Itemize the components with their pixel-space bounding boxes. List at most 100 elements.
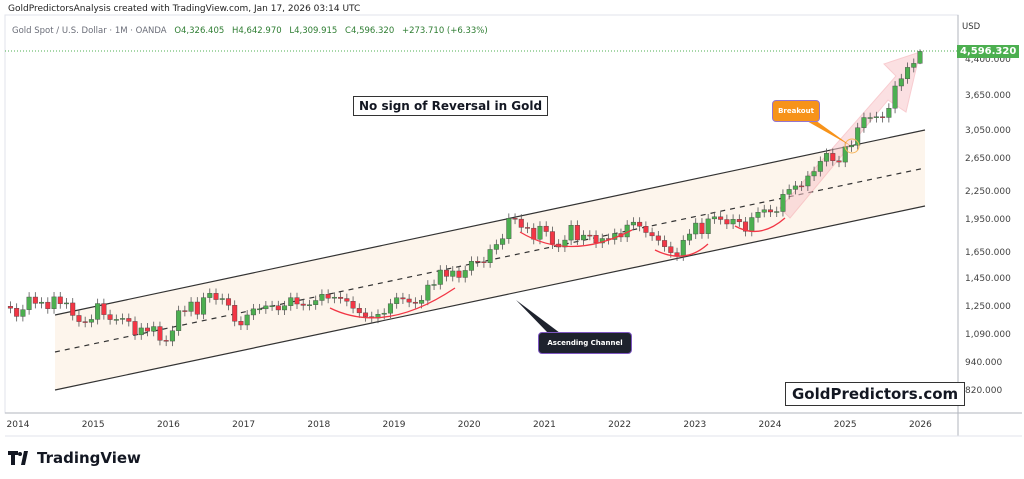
candle: [855, 122, 861, 151]
candle-body: [674, 252, 680, 257]
candle: [817, 156, 823, 177]
candle: [120, 313, 126, 325]
candle-body: [587, 234, 593, 237]
ohlc-change: +273.710 (+6.33%): [401, 26, 488, 36]
candle-body: [45, 301, 51, 309]
candle-body: [176, 310, 182, 331]
currency-label[interactable]: USD: [962, 22, 981, 32]
rounding-bottom-arcs: [329, 217, 786, 319]
candle-body: [232, 305, 238, 322]
candle: [892, 81, 898, 114]
symbol-name: Gold Spot / U.S. Dollar · 1M · OANDA: [12, 26, 167, 36]
candle: [468, 256, 474, 276]
channel-upper-line[interactable]: [54, 129, 926, 316]
price-tick-label: 1,650.000: [965, 248, 1011, 258]
candle: [767, 204, 773, 218]
candle: [780, 189, 786, 217]
candle-body: [194, 301, 200, 315]
price-tick-label: 2,650.000: [965, 154, 1011, 164]
candle: [387, 298, 393, 319]
candle-body: [749, 217, 755, 232]
candle-body: [39, 301, 45, 304]
candle-body: [250, 308, 256, 316]
candle: [574, 220, 580, 245]
candle-body: [743, 221, 749, 232]
candle-body: [169, 330, 175, 342]
candle: [724, 214, 730, 229]
candle: [886, 103, 892, 123]
candle: [269, 300, 275, 311]
candle-body: [207, 293, 213, 298]
candle: [699, 218, 705, 239]
candle: [736, 214, 742, 227]
chart-title-annotation[interactable]: No sign of Reversal in Gold: [353, 96, 549, 116]
candle: [799, 181, 805, 191]
candle: [39, 297, 45, 309]
candle: [207, 288, 213, 303]
candle-body: [817, 161, 823, 172]
candle: [101, 298, 107, 320]
candle: [880, 111, 886, 123]
breakout-callout[interactable]: Breakout: [772, 100, 820, 122]
candle-body: [462, 270, 468, 278]
candle: [836, 155, 842, 168]
candle-body: [873, 116, 879, 118]
price-tick-label: 1,950.000: [965, 215, 1011, 225]
candle-body: [649, 232, 655, 237]
candle: [444, 265, 450, 282]
candle-body: [780, 194, 786, 212]
candle-body: [581, 234, 587, 241]
time-tick-label: 2016: [156, 420, 180, 430]
ascending-channel-callout[interactable]: Ascending Channel: [538, 332, 632, 354]
candle: [219, 293, 225, 305]
time-tick-label: 2019: [382, 420, 406, 430]
time-tick-label: 2025: [833, 420, 857, 430]
candle-body: [705, 218, 711, 234]
candle-body: [805, 175, 811, 187]
candle: [917, 49, 923, 65]
candle: [705, 214, 711, 239]
tradingview-logo-icon: [8, 451, 28, 465]
candle-body: [836, 160, 842, 163]
candle-body: [282, 305, 288, 311]
candle-body: [911, 63, 917, 68]
candle: [306, 299, 312, 311]
candle: [562, 235, 568, 253]
candle-body: [126, 318, 132, 322]
tradingview-logo[interactable]: TradingView: [8, 449, 141, 467]
candle-body: [886, 107, 892, 118]
candle: [51, 292, 57, 314]
time-tick-label: 2024: [758, 420, 782, 430]
candle-body: [518, 218, 524, 228]
candle-body: [724, 219, 730, 225]
candle: [693, 218, 699, 240]
time-tick-label: 2022: [608, 420, 632, 430]
candle-body: [543, 225, 549, 232]
candle: [14, 303, 20, 322]
candle: [493, 239, 499, 255]
candle-body: [431, 284, 437, 286]
candle-body: [101, 303, 107, 315]
candle-body: [699, 222, 705, 234]
channel-lower-line[interactable]: [54, 205, 926, 391]
candle-body: [693, 222, 699, 235]
candle-body: [325, 294, 331, 299]
candle: [282, 300, 288, 315]
candle: [144, 323, 150, 337]
candle: [743, 216, 749, 237]
symbol-legend[interactable]: Gold Spot / U.S. Dollar · 1M · OANDA O4,…: [12, 26, 488, 36]
candle: [761, 204, 767, 218]
trend-arrow[interactable]: [779, 51, 921, 219]
candle-body: [512, 218, 518, 220]
candle-body: [387, 303, 393, 314]
candle-body: [7, 306, 13, 309]
candle-body: [201, 297, 207, 315]
candle-body: [331, 296, 337, 299]
candle-body: [711, 216, 717, 220]
tradingview-logo-text: TradingView: [37, 449, 141, 467]
candle-body: [219, 298, 225, 300]
candle-body: [549, 231, 555, 245]
candle: [525, 222, 531, 234]
candle: [830, 148, 836, 166]
